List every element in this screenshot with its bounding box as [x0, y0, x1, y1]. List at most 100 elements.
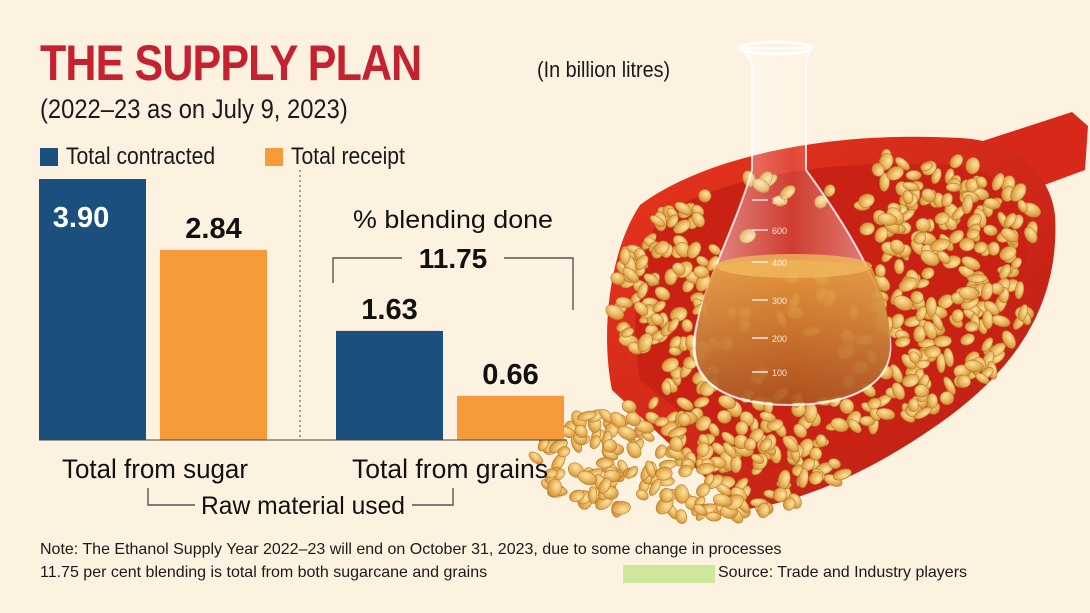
corn-grain [914, 406, 932, 420]
corn-grain [941, 192, 953, 207]
corn-grain [611, 500, 631, 515]
corn-grain [923, 320, 937, 340]
corn-grain [577, 470, 598, 486]
corn-grain [1024, 226, 1038, 244]
corn-grain [921, 188, 936, 203]
corn-grain [673, 219, 691, 234]
corn-grain [686, 241, 702, 259]
corn-grain [893, 258, 905, 275]
corn-grain [596, 457, 613, 469]
corn-grain [1001, 330, 1016, 349]
corn-grain [991, 172, 1005, 191]
corn-grain [759, 411, 776, 423]
corn-grain [757, 502, 770, 518]
corn-grain [743, 438, 757, 451]
corn-grain [898, 276, 918, 292]
corn-grain [621, 327, 635, 338]
corn-grain [696, 463, 715, 475]
flask-mark-label: 200 [772, 334, 787, 344]
corn-grain [751, 453, 764, 464]
corn-grain [1011, 257, 1022, 269]
corn-grain [983, 224, 998, 236]
corn-grain [605, 304, 625, 321]
legend-item-receipt: Total receipt [265, 143, 420, 171]
corn-grain [696, 442, 710, 457]
corn-grain [902, 181, 920, 192]
corn-grain [650, 313, 664, 326]
corn-grain [642, 431, 655, 442]
corn-grain [965, 157, 980, 175]
corn-grain [973, 241, 988, 254]
corn-grain [959, 286, 979, 301]
corn-grain [617, 425, 637, 441]
corn-grain [674, 484, 689, 504]
corn-grain [905, 170, 922, 181]
corn-grain [914, 384, 930, 398]
corn-grain [943, 376, 956, 395]
corn-grain [848, 419, 862, 434]
corn-grain [706, 511, 722, 522]
corn-grain [951, 309, 964, 323]
corn-grain [643, 273, 660, 286]
corn-grain [961, 194, 974, 215]
corn-grain [695, 415, 712, 432]
corn-grain [874, 226, 889, 243]
corn-grain [1001, 227, 1018, 243]
bar-receipt-sugar [160, 249, 267, 440]
corn-grain [809, 447, 823, 461]
corn-grain [666, 214, 679, 228]
corn-grain [956, 374, 971, 388]
flask-illustration: 800 600 400 300 200 100 [692, 40, 892, 407]
flask-mark-label: 800 [772, 196, 787, 206]
corn-grain [1017, 199, 1028, 213]
corn-grain [823, 184, 836, 197]
corn-grain [637, 333, 653, 353]
corn-grain [544, 468, 558, 479]
corn-grain [793, 423, 807, 438]
corn-grain [907, 398, 920, 412]
corn-grain [924, 345, 941, 359]
corn-grain [964, 321, 979, 333]
corn-grain [610, 272, 625, 285]
corn-grain [920, 161, 933, 171]
corn-grain [576, 410, 597, 421]
corn-grain [983, 198, 1001, 210]
note-line-2: 11.75 per cent blending is total from bo… [40, 564, 488, 581]
flask-rim [738, 40, 814, 56]
corn-grain [588, 486, 598, 504]
corn-grain [895, 336, 911, 348]
corn-grain [901, 373, 920, 388]
corn-grain [649, 215, 666, 228]
corn-grain [696, 483, 711, 498]
category-label: Total from grains [352, 454, 548, 484]
corn-grain [655, 466, 673, 481]
corn-grain [925, 296, 937, 317]
corn-grain [681, 319, 693, 333]
corn-grain [975, 176, 988, 189]
corn-grain [999, 245, 1017, 261]
bar-receipt-grains [457, 395, 564, 440]
corn-grains [528, 148, 1041, 524]
x-axis-label: Raw material used [201, 492, 405, 520]
corn-grain [930, 238, 951, 252]
bar-contracted-sugar [39, 179, 146, 440]
corn-grain [890, 239, 905, 254]
corn-grain [625, 412, 641, 427]
corn-grain [645, 460, 656, 479]
corn-grain [999, 263, 1011, 280]
corn-grain [939, 391, 955, 406]
corn-grain [858, 193, 875, 208]
legend-swatch-receipt [265, 148, 283, 166]
corn-grain [674, 201, 693, 216]
bar-value-label: 3.90 [53, 202, 109, 234]
corn-grain [867, 397, 882, 410]
corn-grain [528, 451, 544, 465]
corn-grain [693, 504, 707, 516]
flask-mark-label: 400 [772, 258, 787, 268]
corn-grain [920, 250, 940, 267]
corn-grain [654, 416, 669, 427]
corn-grain [908, 351, 921, 364]
corn-grain [934, 212, 950, 225]
corn-grain [815, 434, 827, 448]
